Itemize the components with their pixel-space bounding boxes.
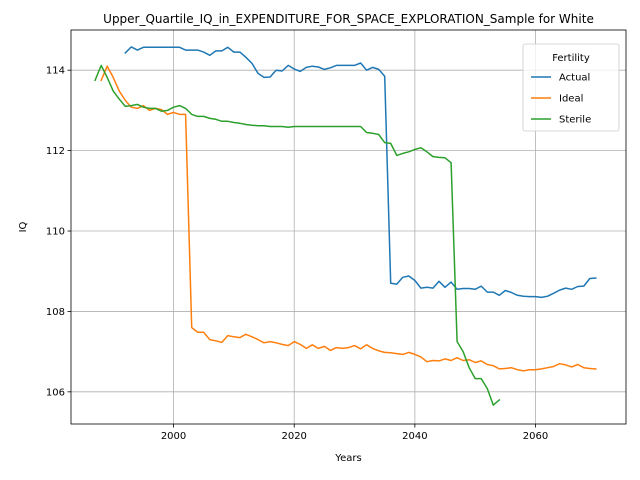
axis-ticks: 2000 2020 2040 2060 106 108 110 112 114 [46, 66, 548, 442]
legend-label-actual: Actual [559, 73, 590, 84]
y-tick-label: 108 [46, 307, 65, 318]
legend-box [522, 43, 620, 132]
legend-label-sterile: Sterile [559, 115, 591, 126]
y-axis-label: IQ [18, 221, 29, 232]
series-line-sterile [94, 64, 501, 406]
legend-title: Fertility [552, 53, 590, 64]
y-tick-label: 114 [46, 66, 65, 77]
x-axis-label: Years [334, 453, 361, 464]
x-tick-label: 2000 [161, 431, 186, 442]
series-line-actual [124, 46, 597, 299]
legend-items: Actual Ideal Sterile [531, 73, 591, 126]
legend: Fertility Actual Ideal Sterile [522, 43, 620, 132]
x-tick-label: 2040 [402, 431, 427, 442]
chart-title: Upper_Quartile_IQ_in_EXPENDITURE_FOR_SPA… [103, 12, 594, 26]
plot-frame [70, 29, 627, 425]
y-tick-label: 110 [46, 227, 65, 238]
y-tick-label: 112 [46, 146, 65, 157]
legend-label-ideal: Ideal [559, 94, 583, 105]
y-tick-label: 106 [46, 387, 65, 398]
series-lines [94, 46, 597, 406]
x-tick-label: 2060 [523, 431, 548, 442]
series-line-ideal [100, 65, 597, 372]
x-tick-label: 2020 [281, 431, 306, 442]
